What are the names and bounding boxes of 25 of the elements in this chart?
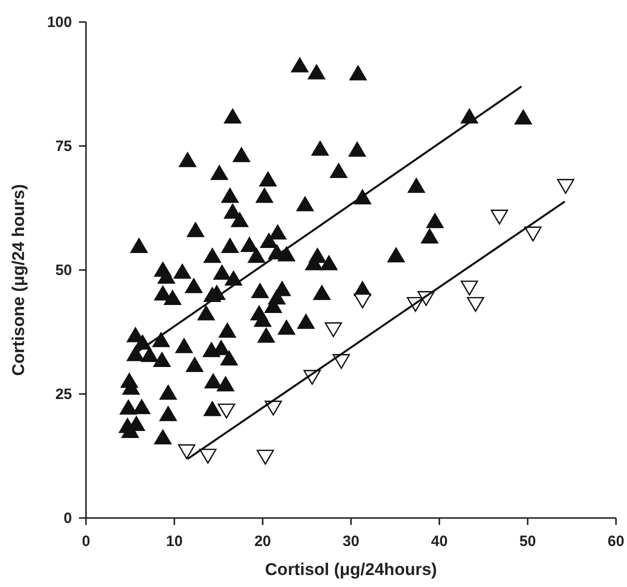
point — [460, 280, 478, 296]
x-axis-title: Cortisol (μg/24hours) — [265, 560, 437, 579]
point — [218, 404, 236, 419]
y-tick-label: 25 — [55, 386, 72, 403]
y-axis-title: Cortisone (μg/24 hours) — [9, 184, 28, 376]
y-tick-label: 0 — [64, 510, 72, 527]
y-tick-label: 50 — [55, 262, 72, 279]
x-tick-label: 0 — [82, 533, 90, 550]
point — [490, 210, 508, 225]
point — [524, 226, 542, 242]
point — [324, 322, 342, 338]
point — [557, 178, 574, 194]
x-tick-label: 40 — [430, 533, 448, 550]
x-tick-label: 50 — [519, 533, 536, 550]
point — [256, 450, 274, 465]
point — [466, 296, 484, 312]
x-tick-label: 30 — [342, 533, 360, 550]
y-tick-label: 100 — [46, 14, 72, 31]
x-tick-label: 20 — [254, 533, 272, 550]
y-tick-label: 75 — [55, 138, 72, 155]
point — [354, 294, 372, 308]
point — [199, 448, 217, 464]
point — [178, 444, 196, 460]
x-tick-label: 60 — [608, 533, 624, 550]
x-tick-label: 10 — [166, 533, 183, 550]
